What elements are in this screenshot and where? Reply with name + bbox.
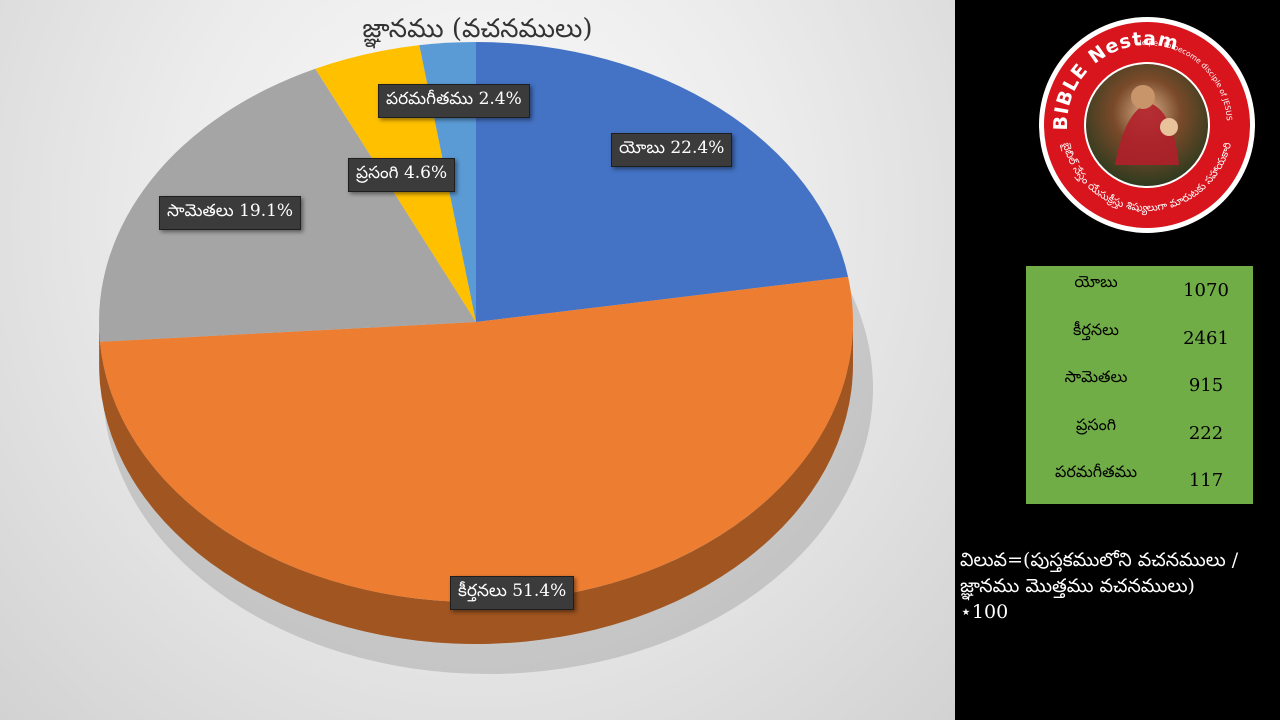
row-verse-count: 117 xyxy=(1188,470,1224,491)
row-book-name: సామెతలు xyxy=(1064,367,1128,386)
pie-slice-1 xyxy=(99,276,854,603)
row-book-name: పరమగీతము xyxy=(1054,462,1138,481)
formula-text: విలువ=(పుస్తకములోని వచనములు / జ్ఞానము మొ… xyxy=(960,547,1272,625)
pie-label-prasangi: ప్రసంగి 4.6% xyxy=(348,158,456,192)
table-row: యోబు 1070 xyxy=(1026,266,1253,313)
row-verse-count: 2461 xyxy=(1183,328,1229,349)
pie-label-keerthanalu: కీర్తనలు 51.4% xyxy=(450,576,575,610)
chart-title: జ్ఞానము (వచనములు) xyxy=(362,14,593,44)
verse-count-table: యోబు 1070 కీర్తనలు 2461 సామెతలు 915 ప్రస… xyxy=(1026,266,1253,504)
formula-line-3: ⋆100 xyxy=(960,601,1009,623)
pie-label-paramageethamu: పరమగీతము 2.4% xyxy=(378,84,530,118)
row-book-name: యోబు xyxy=(1074,272,1118,291)
pie-label-sametalu: సామెతలు 19.1% xyxy=(159,196,302,230)
row-verse-count: 222 xyxy=(1188,423,1224,444)
pie-side-2 xyxy=(99,322,100,384)
formula-line-2: జ్ఞానము మొత్తము వచనములు) xyxy=(960,575,1195,597)
bible-nestam-logo: BIBLE Nestam Helper to become disciple o… xyxy=(1037,15,1255,233)
table-row: సామెతలు 915 xyxy=(1026,361,1253,408)
row-verse-count: 1070 xyxy=(1183,280,1229,301)
pie-label-yobu: యోబు 22.4% xyxy=(611,133,733,167)
pie-slice-0 xyxy=(476,42,849,322)
formula-line-1: విలువ=(పుస్తకములోని వచనములు / xyxy=(960,549,1239,571)
row-verse-count: 915 xyxy=(1188,375,1224,396)
table-row: పరమగీతము 117 xyxy=(1026,456,1253,503)
table-row: ప్రసంగి 222 xyxy=(1026,409,1253,456)
row-book-name: ప్రసంగి xyxy=(1075,415,1117,434)
table-row: కీర్తనలు 2461 xyxy=(1026,314,1253,361)
row-book-name: కీర్తనలు xyxy=(1073,320,1119,339)
